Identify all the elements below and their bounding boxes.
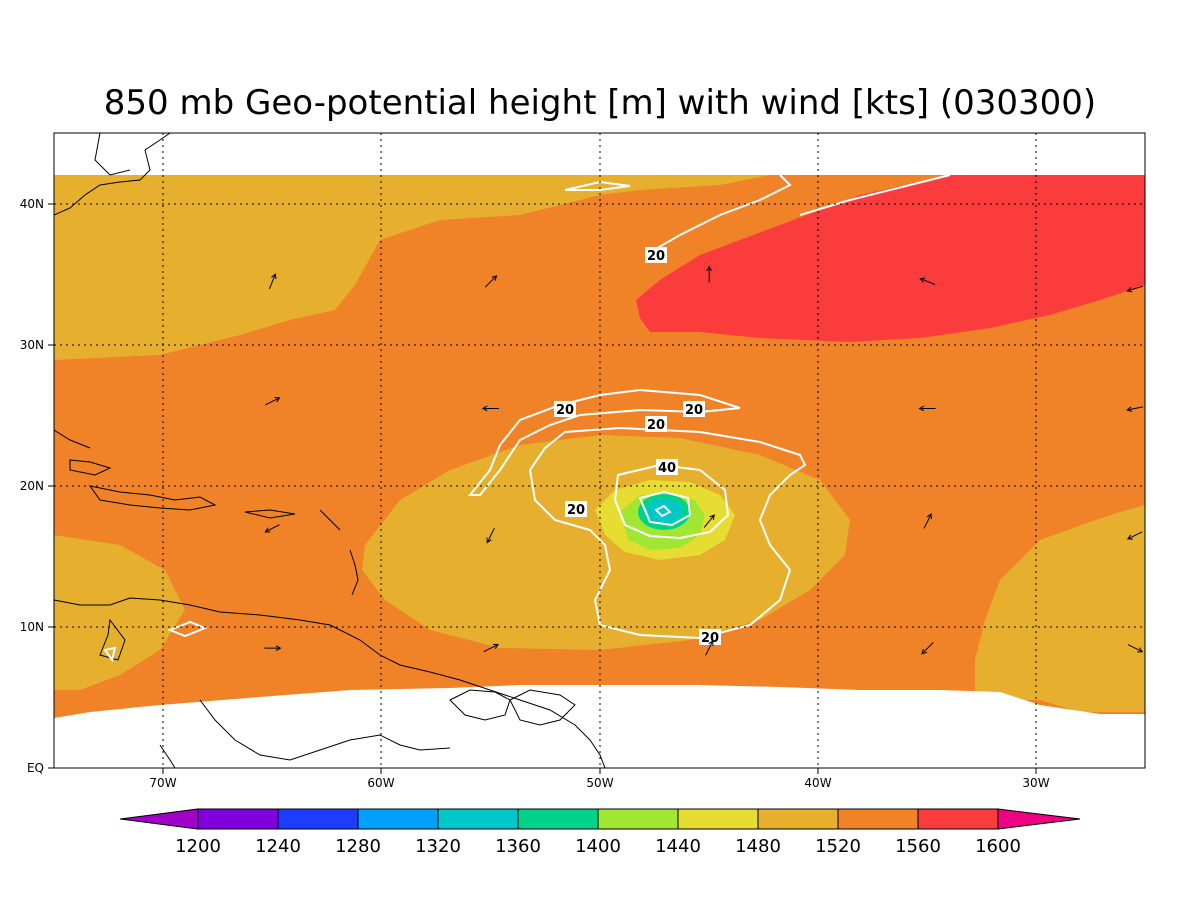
wind-vector [265,397,281,406]
colorbar-label: 1360 [495,836,541,857]
wind-vector [706,265,713,283]
colorbar-swatch [677,808,759,830]
colorbar-label: 1240 [255,836,301,857]
colorbar: 1200 1240 1280 1320 1360 1400 1440 1480 … [119,808,1081,857]
contour-label: 20 [699,629,721,646]
lat-labels: EQ 10N 20N 30N 40N [20,197,44,775]
svg-text:20: 20 [701,631,719,646]
colorbar-label: 1560 [895,836,941,857]
wind-vector [1126,406,1144,412]
colorbar-swatch [837,808,919,830]
fill-1480-1520-east [975,505,1145,712]
lat-label: EQ [27,761,44,775]
wind-vector [264,645,282,651]
wind-vector [264,524,280,533]
svg-text:20: 20 [647,249,665,264]
graticule [54,133,1145,768]
contour-label: 20 [554,401,576,418]
wind-vector [921,642,934,655]
fill-1320-1360 [646,499,682,523]
wind-vector [1126,531,1143,540]
fill-1480-1520-north [54,175,620,360]
lon-labels: 70W 60W 50W 40W 30W [149,776,1049,790]
map-title: 850 mb Geo-potential height [m] with win… [104,83,1096,123]
colorbar-label: 1200 [175,836,221,857]
contour-label: 20 [565,501,587,518]
lon-label: 70W [149,776,176,790]
colorbar-swatch [597,808,679,830]
wind-contours [103,174,951,663]
colorbar-swatch [437,808,519,830]
wind-vector [705,640,714,656]
svg-text:20: 20 [685,403,703,418]
wind-vector [481,405,499,412]
colorbar-label: 1320 [415,836,461,857]
wind-vector [918,405,936,412]
colorbar-low-arrow [119,808,199,830]
colorbar-label: 1440 [655,836,701,857]
wind-vector [703,514,715,528]
colorbar-swatch [197,808,279,830]
coastlines [54,133,606,768]
wind-vector [1126,285,1143,293]
wind-vector [923,513,932,529]
lat-label: 30N [20,338,44,352]
wind-vector [483,643,499,653]
colorbar-swatch [517,808,599,830]
colorbar-label: 1480 [735,836,781,857]
tick-marks [48,203,1037,774]
svg-text:40: 40 [658,461,676,476]
colorbar-label: 1400 [575,836,621,857]
contour-label: 20 [645,416,667,433]
wind-vector [919,277,936,285]
lon-label: 30W [1022,776,1049,790]
svg-text:20: 20 [567,503,585,518]
colorbar-swatch [757,808,839,830]
wind-vector [486,527,495,544]
wind-vector [484,275,498,288]
colorbar-swatch [277,808,359,830]
lon-label: 60W [367,776,394,790]
wind-vector [268,273,277,290]
colorbar-high-arrow [997,808,1081,830]
colorbar-swatch [357,808,439,830]
colorbar-label: 1520 [815,836,861,857]
fill-1560-1600 [636,175,1145,342]
colorbar-label: 1600 [975,836,1021,857]
wind-barbs [264,265,1144,656]
svg-text:20: 20 [647,418,665,433]
lat-label: 20N [20,479,44,493]
contour-label: 40 [656,459,678,476]
wind-vector [1127,644,1144,653]
contour-labels: 20 20 20 20 40 20 20 [554,247,721,646]
lat-label: 40N [20,197,44,211]
lat-label: 10N [20,620,44,634]
svg-text:20: 20 [556,403,574,418]
contour-label: 20 [645,247,667,264]
height-field [54,133,1145,768]
colorbar-label: 1280 [335,836,381,857]
lon-label: 50W [586,776,613,790]
contour-label: 20 [683,401,705,418]
colorbar-swatch [917,808,999,830]
lon-label: 40W [804,776,831,790]
fill-1480-1520-west [54,535,185,690]
